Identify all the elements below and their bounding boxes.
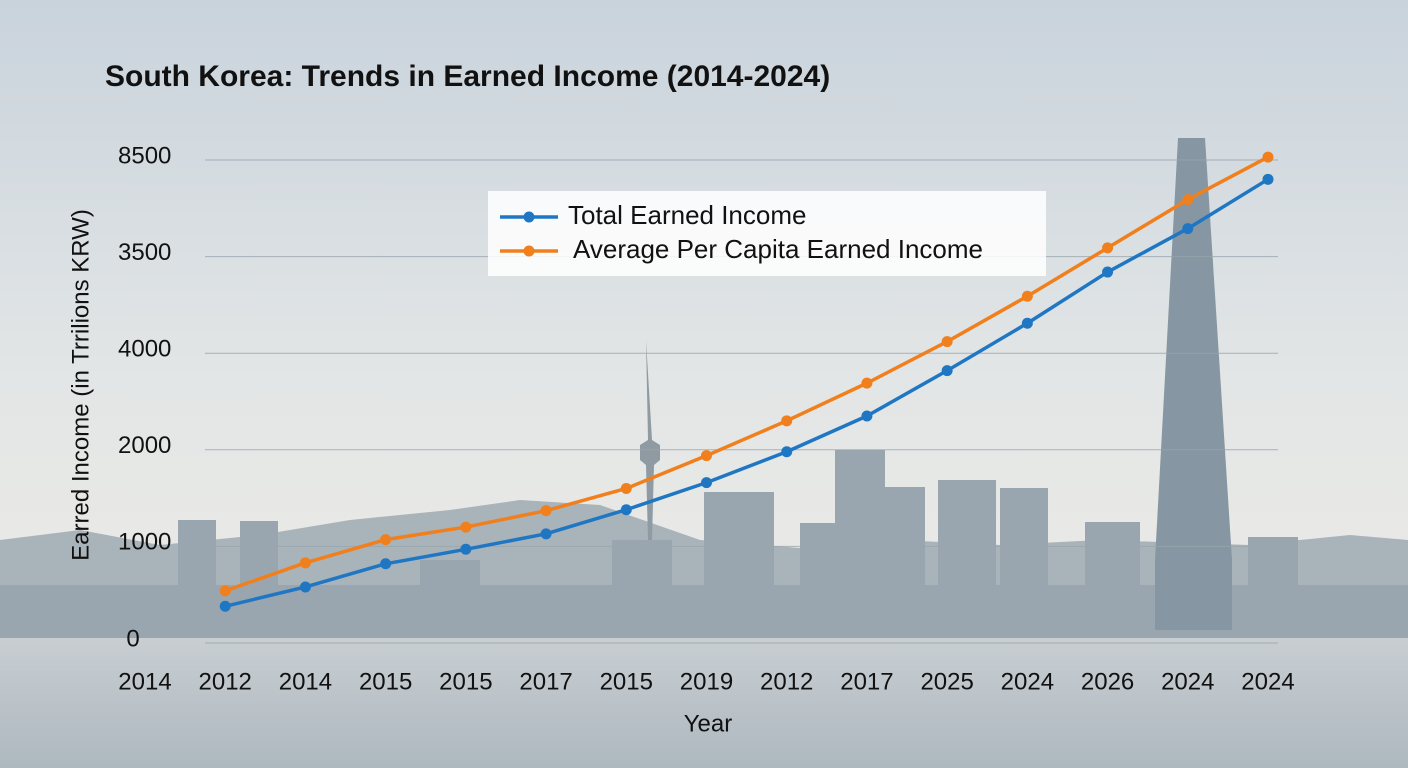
y-tick-label: 8500: [118, 142, 171, 169]
data-point: [540, 528, 552, 540]
data-point: [460, 521, 472, 533]
data-point: [219, 585, 231, 597]
x-tick-label: 2025: [920, 668, 973, 695]
y-tick-label: 0: [126, 625, 139, 652]
data-point: [781, 415, 793, 427]
series-line: [224, 177, 1269, 608]
data-point: [1262, 151, 1274, 163]
x-tick-label: 2017: [519, 668, 572, 695]
data-point: [701, 477, 712, 489]
data-point: [1262, 173, 1274, 185]
chart-title: South Korea: Trends in Earned Income (20…: [105, 60, 830, 93]
x-tick-label: 2024: [1241, 668, 1294, 695]
x-tick-label: 2024: [1161, 668, 1214, 695]
background-tower: [1155, 138, 1232, 630]
x-tick-label: 2014: [118, 668, 171, 695]
data-point: [861, 377, 873, 389]
legend: Total Earned Income Average Per Capita Ea…: [488, 191, 1046, 276]
data-point: [1021, 290, 1033, 302]
data-point: [620, 504, 632, 516]
data-point: [620, 482, 632, 494]
legend-box: [488, 191, 1046, 276]
x-tick-label: 2015: [600, 668, 653, 695]
data-point: [1021, 317, 1033, 329]
x-axis-label: Year: [684, 710, 733, 737]
x-tick-label: 2014: [279, 668, 332, 695]
plot-area: 0 1000 2000 4000 3500 8500 2014 2012 2014 2015 201…: [118, 142, 1295, 695]
x-tick-label: 2019: [680, 668, 733, 695]
data-point: [941, 365, 953, 377]
background-seoul-tower: [640, 340, 660, 540]
legend-label: Average Per Capita Earned Income: [573, 234, 983, 264]
x-tick-label: 2015: [439, 668, 492, 695]
x-tick-label: 2026: [1081, 668, 1134, 695]
x-tick-label: 2012: [760, 668, 813, 695]
x-tick-label: 2024: [1001, 668, 1054, 695]
data-point: [941, 336, 953, 348]
y-tick-label: 1000: [118, 529, 171, 556]
legend-marker: [523, 245, 535, 257]
series-line: [224, 155, 1269, 593]
y-axis-label: Earred Income (in Trrilions KRW): [67, 209, 94, 561]
data-point: [1182, 194, 1194, 206]
data-point: [380, 558, 392, 570]
data-point: [540, 505, 552, 517]
data-point: [701, 450, 712, 462]
x-tick-label: 2012: [199, 668, 252, 695]
y-tick-label: 4000: [118, 336, 171, 363]
data-point: [299, 557, 311, 569]
data-point: [460, 543, 472, 555]
data-point: [1102, 242, 1114, 254]
background-water: [0, 638, 1408, 768]
data-point: [861, 410, 873, 422]
data-point: [299, 581, 311, 593]
data-point: [380, 534, 392, 546]
y-tick-label: 3500: [118, 239, 171, 266]
data-point: [781, 446, 793, 458]
legend-label: Total Earned Income: [568, 200, 806, 230]
x-tick-label: 2015: [359, 668, 412, 695]
x-tick-label: 2017: [840, 668, 893, 695]
legend-marker: [523, 211, 535, 223]
y-tick-label: 2000: [118, 432, 171, 459]
data-point: [219, 600, 231, 612]
data-point: [1102, 266, 1114, 278]
data-point: [1182, 223, 1194, 235]
background-skyline: [0, 450, 1408, 640]
